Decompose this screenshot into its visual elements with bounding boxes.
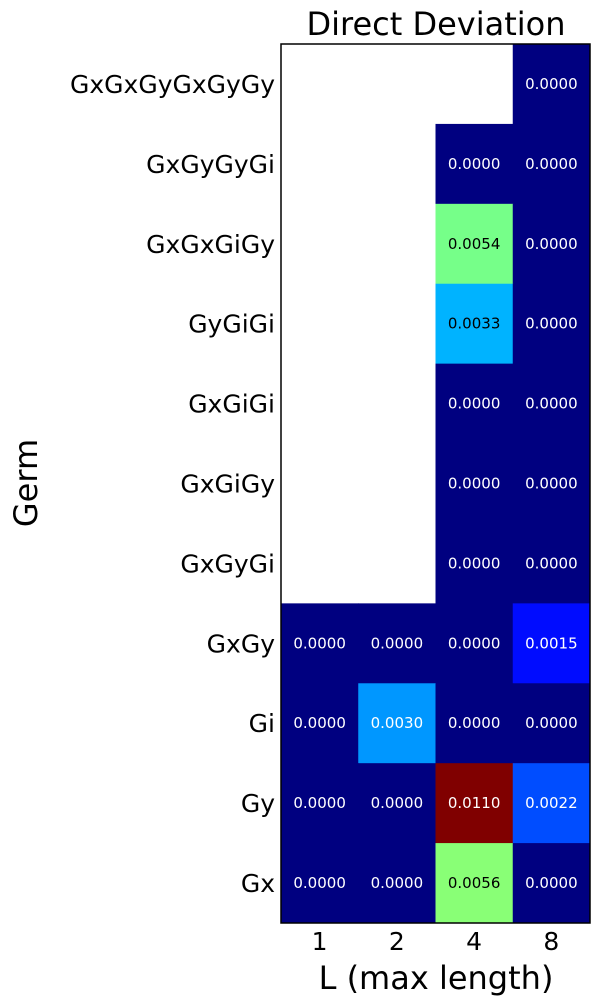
- y-tick-label: Gi: [249, 709, 275, 738]
- x-tick-label: 1: [312, 927, 328, 956]
- cell-value-label: 0.0000: [525, 475, 578, 493]
- cell-value-label: 0.0022: [525, 794, 578, 812]
- cell-value-labels: 0.0000 0.0000 0.0000 0.0054 0.0000 0.0033 0.00…: [293, 75, 577, 892]
- y-tick-label: GxGiGi: [188, 390, 275, 419]
- cell-value-label: 0.0054: [448, 235, 501, 253]
- y-tick-label: Gy: [241, 789, 275, 818]
- x-axis-label: L (max length): [319, 959, 554, 997]
- cell-value-label: 0.0015: [525, 634, 578, 652]
- cell-value-label: 0.0000: [525, 554, 578, 572]
- cell-value-label: 0.0030: [371, 714, 424, 732]
- heatmap-cell: [281, 763, 359, 844]
- cell-value-label: 0.0000: [448, 395, 501, 413]
- y-tick-label: GxGiGy: [180, 470, 275, 499]
- x-tick-label: 8: [543, 927, 559, 956]
- cell-value-label: 0.0000: [371, 794, 424, 812]
- cell-value-label: 0.0000: [525, 714, 578, 732]
- heatmap-cells: [281, 44, 591, 924]
- cell-value-label: 0.0110: [448, 794, 501, 812]
- y-tick-labels: GxGxGyGxGyGyGxGyGyGiGxGxGiGyGyGiGiGxGiGi…: [70, 70, 275, 898]
- heatmap-cell: [512, 523, 591, 604]
- chart-title: Direct Deviation: [306, 5, 565, 43]
- y-tick-label: GxGy: [207, 629, 276, 658]
- x-tick-label: 4: [466, 927, 482, 956]
- heatmap-cell: [435, 123, 514, 205]
- cell-value-label: 0.0000: [448, 155, 501, 173]
- y-tick-label: GxGyGyGi: [146, 150, 275, 179]
- heatmap-cell: [512, 283, 591, 365]
- cell-value-label: 0.0000: [371, 634, 424, 652]
- y-tick-label: GyGiGi: [188, 310, 275, 339]
- heatmap-cell: [512, 363, 591, 445]
- heatmap-cell: [435, 443, 514, 524]
- cell-value-label: 0.0000: [448, 714, 501, 732]
- cell-value-label: 0.0000: [371, 874, 424, 892]
- cell-value-label: 0.0000: [525, 75, 578, 93]
- heatmap-cell: [435, 843, 514, 924]
- heatmap-cell: [435, 523, 514, 604]
- x-tick-labels: 1 2 4 8: [312, 927, 560, 956]
- heatmap-cell: [358, 843, 436, 924]
- heatmap-cell: [435, 363, 514, 445]
- heatmap-cell: [281, 603, 359, 684]
- x-tick-label: 2: [389, 927, 405, 956]
- y-axis-label: Germ: [7, 439, 45, 527]
- heatmap-cell: [358, 763, 436, 844]
- heatmap-cell: [358, 603, 436, 684]
- heatmap-cell: [435, 763, 514, 844]
- heatmap-cell: [435, 603, 514, 684]
- cell-value-label: 0.0000: [525, 155, 578, 173]
- y-tick-label: GxGxGyGxGyGy: [70, 70, 275, 99]
- cell-value-label: 0.0033: [448, 315, 501, 333]
- heatmap-cell: [435, 203, 514, 285]
- heatmap-cell: [358, 683, 436, 764]
- heatmap-cell: [512, 203, 591, 285]
- heatmap-cell: [281, 683, 359, 764]
- heatmap-cell: [435, 683, 514, 764]
- heatmap-cell: [512, 683, 591, 764]
- cell-value-label: 0.0000: [448, 634, 501, 652]
- cell-value-label: 0.0000: [448, 475, 501, 493]
- y-tick-label: Gx: [241, 869, 275, 898]
- heatmap-cell: [512, 443, 591, 524]
- heatmap-cell: [435, 283, 514, 365]
- heatmap-cell: [512, 763, 591, 844]
- heatmap-cell: [512, 123, 591, 205]
- cell-value-label: 0.0000: [293, 874, 346, 892]
- cell-value-label: 0.0000: [293, 634, 346, 652]
- cell-value-label: 0.0056: [448, 874, 501, 892]
- heatmap-cell: [512, 44, 591, 125]
- cell-value-label: 0.0000: [525, 315, 578, 333]
- cell-value-label: 0.0000: [525, 874, 578, 892]
- plot-frame: [280, 43, 591, 924]
- y-tick-label: GxGxGiGy: [146, 230, 275, 259]
- cell-value-label: 0.0000: [448, 554, 501, 572]
- cell-value-label: 0.0000: [293, 794, 346, 812]
- heatmap-cell: [281, 843, 359, 924]
- heatmap-cell: [512, 843, 591, 924]
- y-tick-label: GxGyGi: [180, 549, 275, 578]
- cell-value-label: 0.0000: [293, 714, 346, 732]
- heatmap-cell: [512, 603, 591, 684]
- cell-value-label: 0.0000: [525, 235, 578, 253]
- cell-value-label: 0.0000: [525, 395, 578, 413]
